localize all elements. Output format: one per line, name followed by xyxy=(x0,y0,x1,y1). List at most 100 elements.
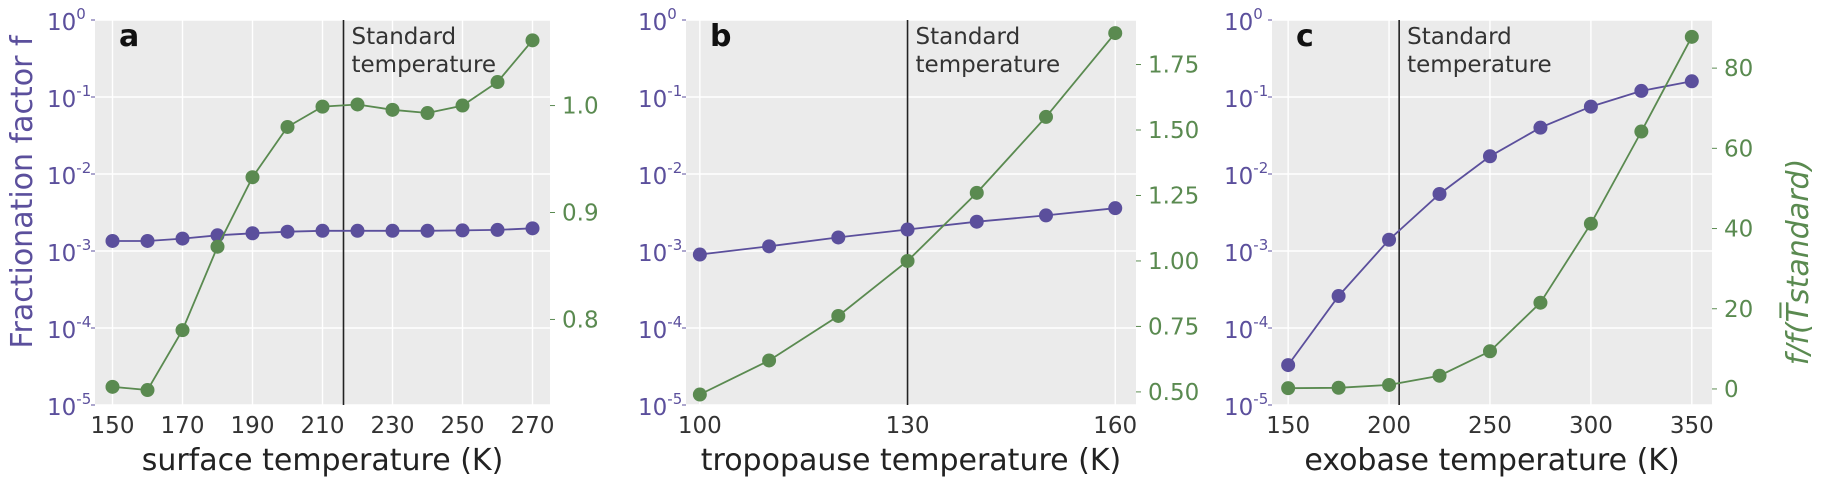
plot-area xyxy=(1272,20,1712,405)
x-tick-label: 210 xyxy=(301,413,345,439)
left-tick-label: 10-3 xyxy=(638,236,682,267)
left-tick-label: 10-3 xyxy=(1224,236,1268,267)
x-tick-label: 160 xyxy=(1093,413,1137,439)
left-tick-label: 10-2 xyxy=(47,159,91,190)
data-point xyxy=(105,233,120,248)
data-point xyxy=(420,106,435,121)
right-tick-label: 0.8 xyxy=(562,307,599,333)
data-point xyxy=(1281,381,1296,396)
left-tick-label: 100 xyxy=(47,5,86,36)
right-tick-label: 1.50 xyxy=(1148,118,1199,144)
standard-temperature-label: Standard xyxy=(1407,24,1512,50)
data-point xyxy=(455,98,470,113)
data-point xyxy=(762,353,777,368)
panel-letter: b xyxy=(710,19,731,54)
right-y-axis-label: f/f(T̅standard) xyxy=(1779,159,1816,366)
data-point xyxy=(280,224,295,239)
x-tick-label: 100 xyxy=(678,413,722,439)
right-tick-label: 60 xyxy=(1724,136,1753,162)
data-point xyxy=(1583,99,1598,114)
left-tick-label: 10-1 xyxy=(638,82,682,113)
data-point xyxy=(900,222,915,237)
x-tick-label: 250 xyxy=(1468,413,1512,439)
standard-temperature-label: temperature xyxy=(352,52,497,78)
left-tick-label: 10-1 xyxy=(1224,82,1268,113)
right-tick-label: 0.50 xyxy=(1148,380,1199,406)
right-tick-label: 0 xyxy=(1724,377,1739,403)
data-point xyxy=(385,223,400,238)
data-point xyxy=(831,230,846,245)
data-point xyxy=(1331,289,1346,304)
data-point xyxy=(1634,124,1649,139)
left-tick-label: 10-5 xyxy=(1224,390,1268,421)
left-tick-label: 10-4 xyxy=(47,313,91,344)
data-point xyxy=(1108,26,1123,41)
x-tick-label: 300 xyxy=(1569,413,1613,439)
series-right xyxy=(1281,29,1699,396)
data-point xyxy=(455,223,470,238)
right-tick-label: 40 xyxy=(1724,217,1753,243)
data-point xyxy=(1108,201,1123,216)
x-tick-label: 130 xyxy=(886,413,930,439)
data-point xyxy=(280,119,295,134)
data-point xyxy=(525,33,540,48)
data-point xyxy=(1331,380,1346,395)
x-tick-label: 150 xyxy=(91,413,135,439)
right-tick-label: 1.00 xyxy=(1148,249,1199,275)
data-point xyxy=(315,223,330,238)
data-point xyxy=(1533,120,1548,135)
data-point xyxy=(245,170,260,185)
x-axis-label: tropopause temperature (K) xyxy=(701,443,1121,478)
left-tick-label: 100 xyxy=(1224,5,1263,36)
data-point xyxy=(900,253,915,268)
panel-letter: a xyxy=(119,19,139,54)
standard-temperature-label: Standard xyxy=(916,24,1021,50)
data-point xyxy=(692,387,707,402)
data-point xyxy=(1684,74,1699,89)
series-left xyxy=(692,201,1123,262)
data-point xyxy=(350,223,365,238)
data-point xyxy=(350,97,365,112)
left-tick-label: 10-5 xyxy=(638,390,682,421)
x-tick-label: 190 xyxy=(231,413,275,439)
left-tick-label: 10-2 xyxy=(1224,159,1268,190)
left-tick-label: 10-2 xyxy=(638,159,682,190)
standard-temperature-label: temperature xyxy=(1407,52,1552,78)
left-tick-label: 100 xyxy=(638,5,677,36)
x-tick-label: 200 xyxy=(1367,413,1411,439)
right-tick-label: 1.25 xyxy=(1148,183,1199,209)
data-point xyxy=(490,75,505,90)
x-tick-label: 270 xyxy=(511,413,555,439)
data-point xyxy=(175,323,190,338)
right-tick-label: 0.75 xyxy=(1148,314,1199,340)
data-point xyxy=(1482,344,1497,359)
data-point xyxy=(969,185,984,200)
right-tick-label: 1.75 xyxy=(1148,53,1199,79)
x-axis-label: surface temperature (K) xyxy=(142,443,504,478)
x-tick-label: 170 xyxy=(161,413,205,439)
data-point xyxy=(831,308,846,323)
right-tick-label: 1.0 xyxy=(562,94,599,120)
x-tick-label: 150 xyxy=(1266,413,1310,439)
left-tick-label: 10-4 xyxy=(1224,313,1268,344)
left-tick-label: 10-1 xyxy=(47,82,91,113)
left-tick-label: 10-4 xyxy=(638,313,682,344)
data-point xyxy=(490,222,505,237)
data-point xyxy=(1281,358,1296,373)
data-point xyxy=(1482,149,1497,164)
left-tick-label: 10-3 xyxy=(47,236,91,267)
plot-area xyxy=(686,20,1136,405)
data-point xyxy=(692,247,707,262)
x-tick-label: 230 xyxy=(371,413,415,439)
series-left xyxy=(1281,74,1699,373)
right-tick-label: 80 xyxy=(1724,56,1753,82)
data-point xyxy=(175,231,190,246)
data-point xyxy=(1533,295,1548,310)
data-point xyxy=(1039,208,1053,223)
data-point xyxy=(245,226,260,241)
data-point xyxy=(1634,83,1649,98)
x-tick-label: 250 xyxy=(441,413,485,439)
series-left xyxy=(105,221,540,248)
